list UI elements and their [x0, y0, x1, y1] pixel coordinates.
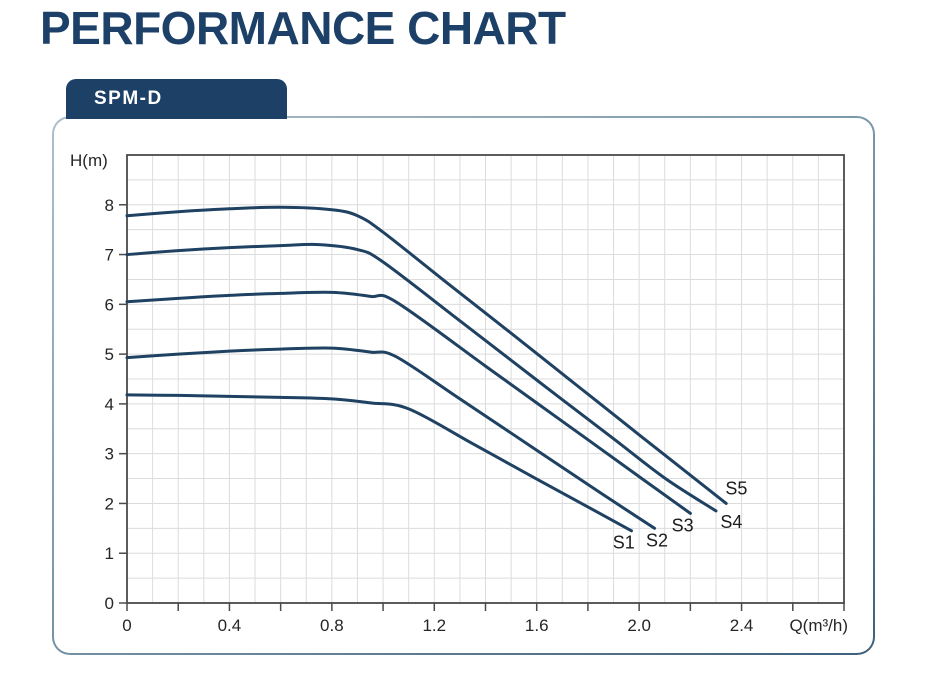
page-title: PERFORMANCE CHART [40, 2, 566, 54]
x-tick-label: 2.0 [627, 616, 651, 635]
y-tick-label: 6 [105, 295, 114, 314]
model-tab-label: SPM-D [94, 88, 163, 109]
pump-performance-chart: 0 0.4 0.8 1.2 1.6 2.0 2.4 0 1 2 3 4 5 6 7 8 H(m) Q(m³/h) S… [70, 151, 848, 635]
x-tick-label: 0.4 [218, 616, 242, 635]
chart-card: 0 0.4 0.8 1.2 1.6 2.0 2.4 0 1 2 3 4 5 6 7 8 H(m) Q(m³/h) S… [52, 116, 875, 655]
y-tick-label: 7 [105, 246, 114, 265]
x-tick-label: 1.2 [422, 616, 446, 635]
y-tick-label: 5 [105, 345, 114, 364]
y-tick-label: 4 [105, 395, 114, 414]
model-tab[interactable]: SPM-D [66, 79, 287, 119]
y-tick-label: 1 [105, 544, 114, 563]
y-tick-label: 8 [105, 196, 114, 215]
y-axis-label: H(m) [70, 151, 108, 170]
y-tick-label: 2 [105, 494, 114, 513]
chart-card-inner: 0 0.4 0.8 1.2 1.6 2.0 2.4 0 1 2 3 4 5 6 7 8 H(m) Q(m³/h) S… [54, 118, 873, 653]
series-label-s4: S4 [720, 512, 742, 532]
curve-s2 [125, 346, 656, 530]
curve-s4 [125, 242, 718, 513]
curve-s3 [125, 290, 692, 515]
x-axis-label: Q(m³/h) [789, 616, 848, 635]
x-tick-label: 1.6 [525, 616, 549, 635]
curve-s1 [125, 393, 633, 533]
series-label-s1: S1 [613, 532, 635, 552]
curve-s5 [125, 205, 728, 505]
x-tick-label: 2.4 [730, 616, 754, 635]
series-label-s3: S3 [672, 515, 694, 535]
series-label-s2: S2 [646, 530, 668, 550]
x-tick-label: 0 [122, 616, 131, 635]
y-tick-label: 3 [105, 445, 114, 464]
x-tick-label: 0.8 [320, 616, 344, 635]
series-label-s5: S5 [725, 479, 747, 499]
y-tick-label: 0 [105, 594, 114, 613]
